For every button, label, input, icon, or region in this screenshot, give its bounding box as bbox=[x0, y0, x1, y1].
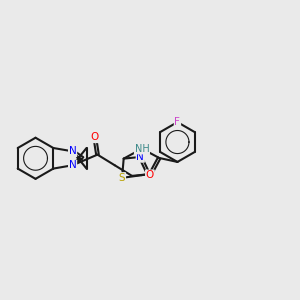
Text: S: S bbox=[119, 173, 125, 183]
Text: NH: NH bbox=[135, 144, 149, 154]
Text: O: O bbox=[91, 132, 99, 142]
Text: N: N bbox=[136, 152, 144, 162]
Text: N: N bbox=[69, 160, 76, 170]
Text: O: O bbox=[146, 170, 154, 180]
Text: N: N bbox=[69, 146, 76, 156]
Text: F: F bbox=[175, 117, 180, 127]
